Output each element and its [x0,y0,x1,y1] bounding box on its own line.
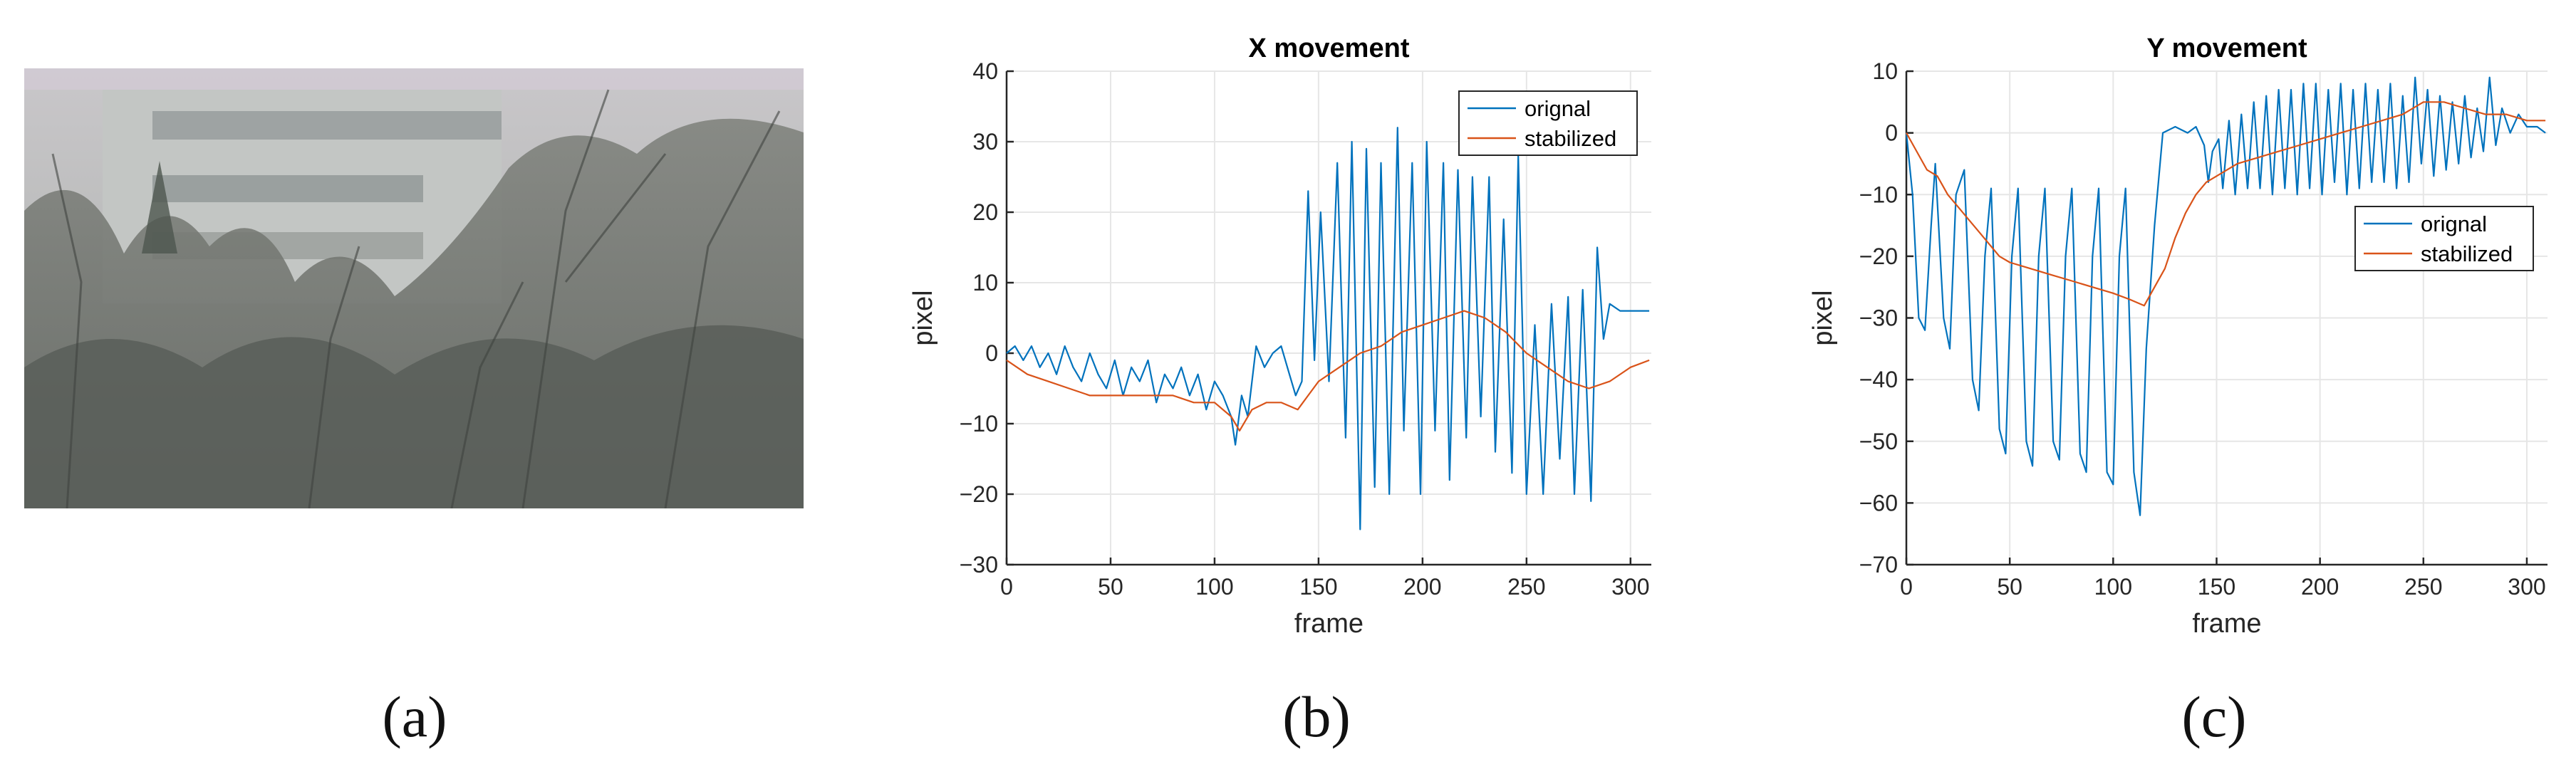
x-y-tick-label: 40 [972,58,998,84]
x-x-tick-label: 150 [1299,574,1337,600]
x-series-orignal [1006,127,1650,530]
x-x-tick-label: 250 [1507,574,1545,600]
x-x-tick-label: 300 [1611,574,1649,600]
x-chart-title: X movement [1249,33,1410,63]
x-legend-label-stabilized: stabilized [1525,126,1616,151]
panel-label-c: (c) [2181,684,2247,749]
x-legend-box [1458,90,1638,156]
x-y-tick-label: −20 [960,481,998,507]
x-y-tick-label: 0 [985,340,998,366]
x-x-tick-label: 100 [1195,574,1233,600]
x-y-tick-label: 10 [972,270,998,296]
x-y-tick-label: −10 [960,411,998,436]
x-x-tick-label: 200 [1403,574,1441,600]
x-y-tick-label: 20 [972,199,998,225]
x-y-tick-label: −30 [960,552,998,577]
x-x-tick-label: 50 [1098,574,1123,600]
panel-label-a: (a) [382,684,447,749]
x-legend-label-orignal: orignal [1525,96,1591,121]
x-x-tick-label: 0 [1000,574,1013,600]
x-x-axis-label: frame [1294,609,1364,639]
panel-label-b: (b) [1282,684,1351,749]
x-y-axis-label: pixel [908,290,938,345]
x-series-stabilized [1006,310,1650,432]
panel-a-photo [24,68,804,508]
x-y-tick-label: 30 [972,129,998,155]
